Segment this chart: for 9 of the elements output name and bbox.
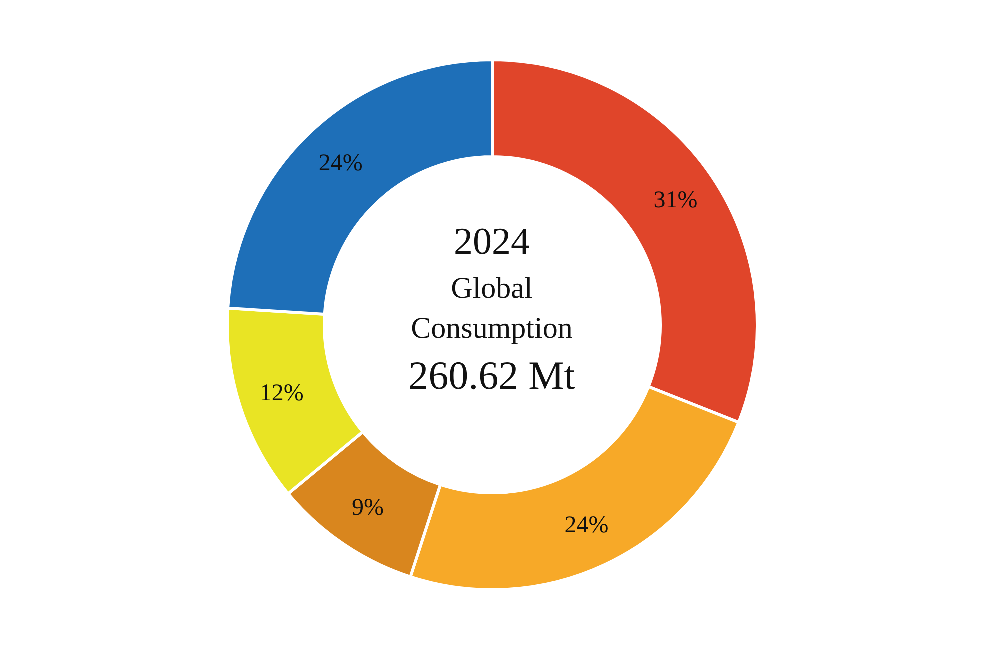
data-label: 24%: [564, 512, 609, 538]
text: 260.62 Mt: [408, 353, 576, 398]
data-label: 31%: [654, 188, 698, 214]
data-label: 9%: [352, 495, 384, 522]
text: Consumption: [411, 312, 573, 345]
data-label: 24%: [318, 150, 363, 177]
text: 2024: [454, 221, 530, 263]
text: Global: [451, 272, 533, 305]
data-label: 12%: [260, 380, 304, 406]
